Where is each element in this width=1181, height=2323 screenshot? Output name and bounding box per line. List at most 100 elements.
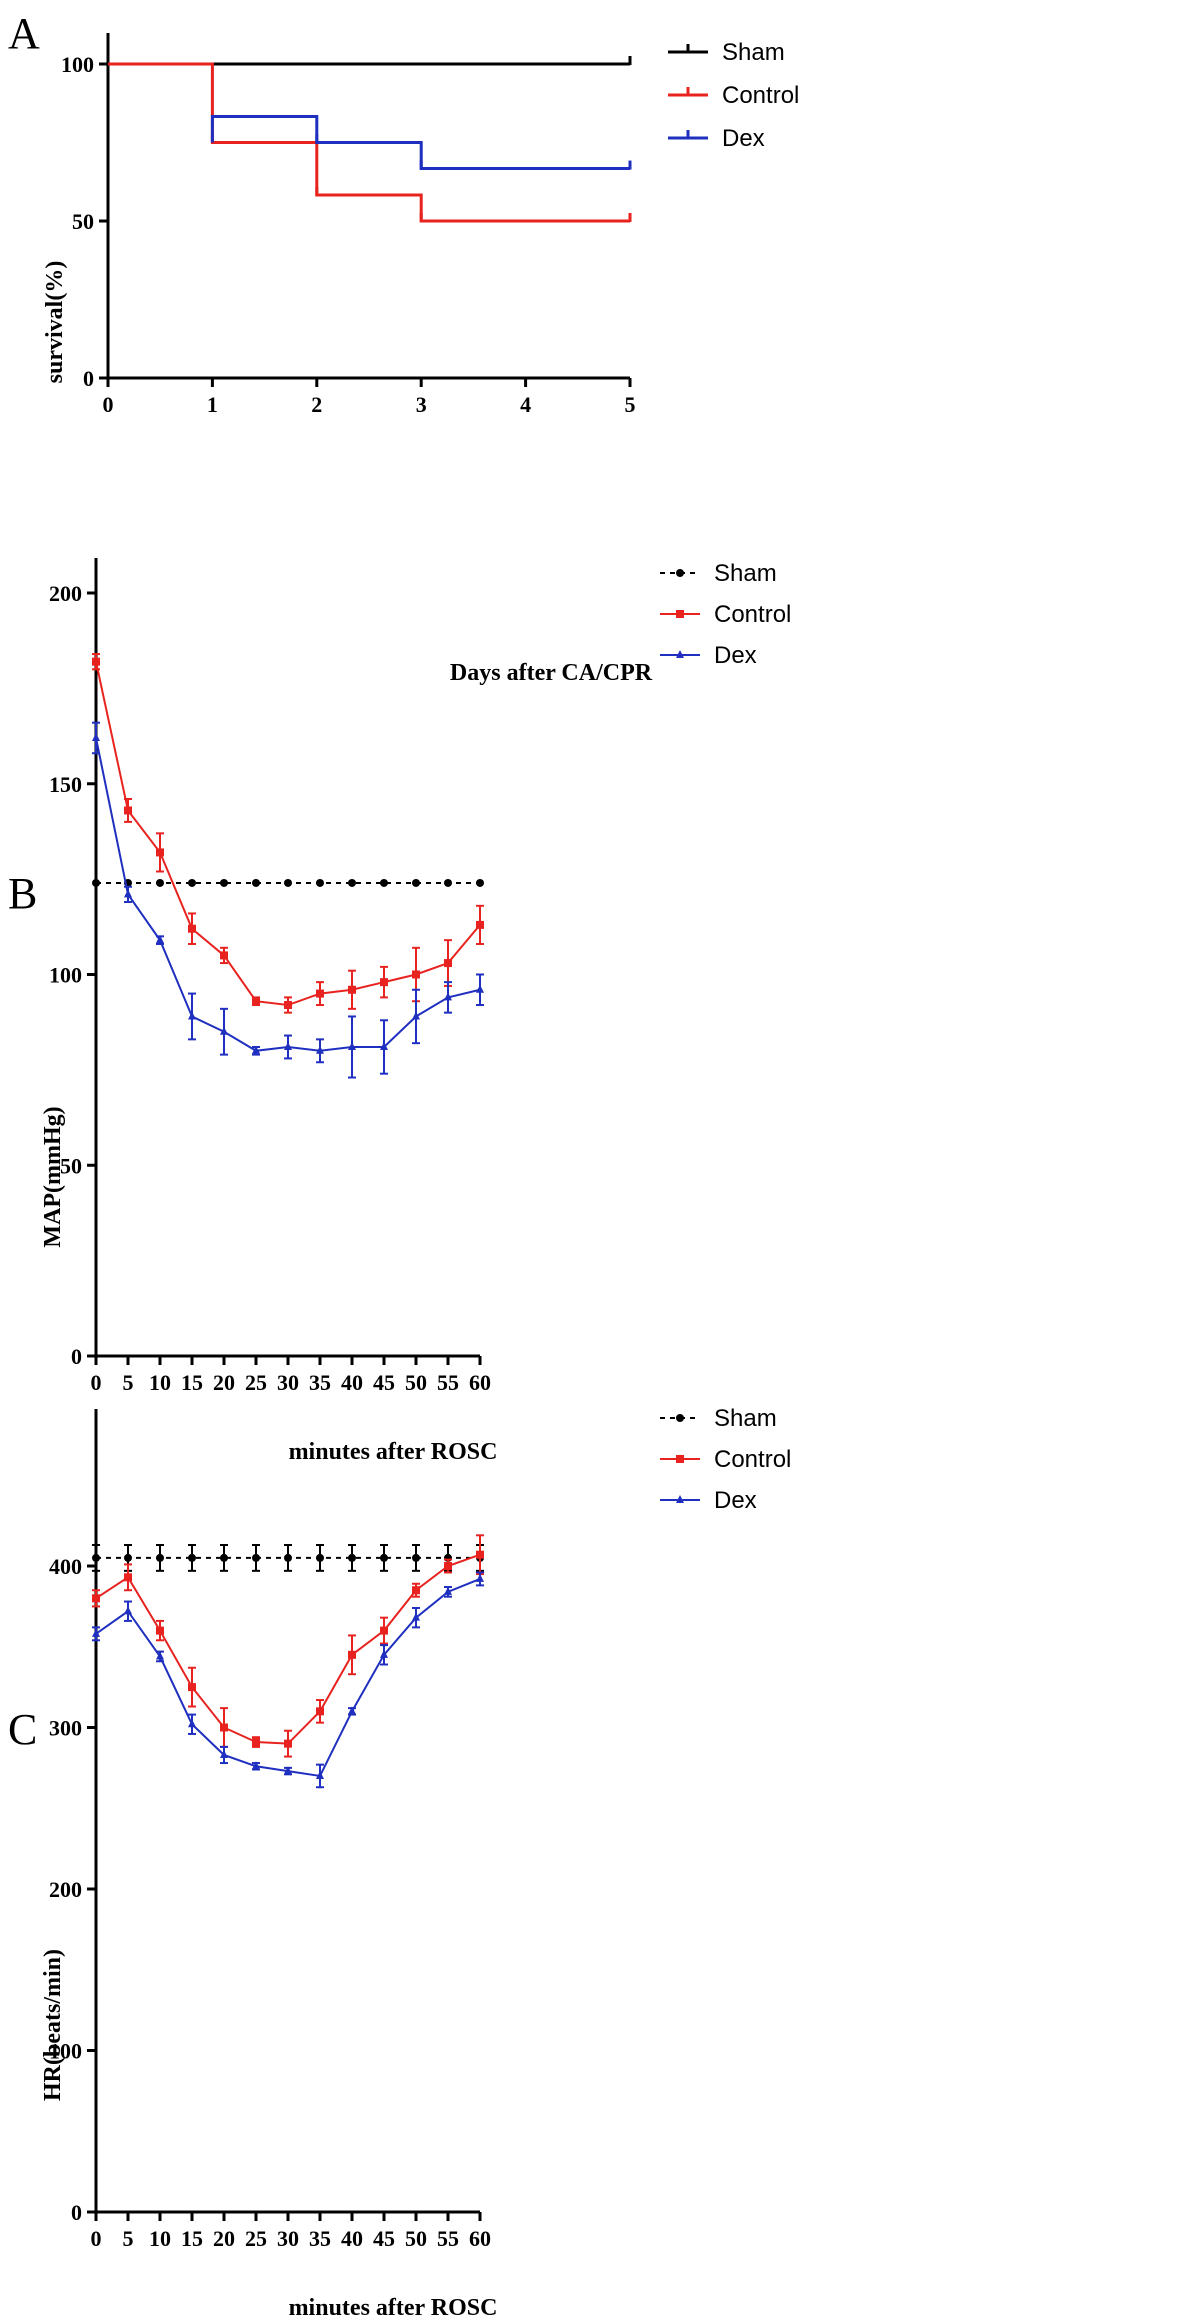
data-point xyxy=(316,878,324,887)
data-point xyxy=(220,1553,228,1562)
data-point xyxy=(316,1707,324,1716)
data-point xyxy=(284,1041,292,1050)
data-point xyxy=(188,1683,196,1692)
y-axis-title: MAP(mmHg) xyxy=(40,1106,66,1247)
data-point xyxy=(412,970,420,979)
data-point xyxy=(380,1626,388,1635)
x-tick-label: 10 xyxy=(149,1370,171,1395)
y-tick-label: 100 xyxy=(49,963,82,988)
data-point xyxy=(156,1553,164,1562)
data-point xyxy=(412,1553,420,1562)
data-point xyxy=(444,959,452,968)
x-tick-label: 0 xyxy=(91,2226,102,2251)
data-point xyxy=(220,1749,228,1758)
data-point xyxy=(676,1495,684,1503)
data-point xyxy=(220,1026,228,1035)
legend-label: Control xyxy=(714,601,791,628)
panel-letter: B xyxy=(8,869,37,918)
data-point xyxy=(220,951,228,960)
data-point xyxy=(348,985,356,994)
data-point xyxy=(380,1041,388,1050)
x-tick-label: 10 xyxy=(149,2226,171,2251)
x-tick-label: 20 xyxy=(213,2226,235,2251)
x-tick-label: 55 xyxy=(437,1370,459,1395)
x-tick-label: 20 xyxy=(213,1370,235,1395)
y-axis-title: HR(beats/min) xyxy=(40,1949,66,2101)
data-point xyxy=(676,1414,684,1422)
data-point xyxy=(124,1573,132,1582)
series-dex xyxy=(92,1571,484,1789)
series-control xyxy=(92,653,484,1014)
legend-label: Dex xyxy=(722,125,765,152)
data-point xyxy=(412,1011,420,1020)
series-sham xyxy=(92,1544,484,1572)
data-point xyxy=(188,924,196,933)
data-point xyxy=(284,1766,292,1775)
data-point xyxy=(252,1761,260,1770)
y-tick-label: 100 xyxy=(61,52,94,77)
data-point xyxy=(316,1770,324,1779)
data-point xyxy=(284,1739,292,1748)
legend: Sham Control Dex xyxy=(660,1405,791,1514)
legend-label: Control xyxy=(714,1446,791,1473)
data-point xyxy=(412,878,420,887)
legend-label: Dex xyxy=(714,1487,757,1514)
data-point xyxy=(92,657,100,666)
data-point xyxy=(220,1723,228,1732)
y-tick-label: 150 xyxy=(49,772,82,797)
data-point xyxy=(252,1553,260,1562)
x-tick-label: 15 xyxy=(181,1370,203,1395)
data-point xyxy=(124,889,132,898)
x-tick-label: 5 xyxy=(123,2226,134,2251)
x-tick-label: 5 xyxy=(625,392,636,417)
data-point xyxy=(92,1553,100,1562)
data-point xyxy=(676,610,684,618)
legend-label: Sham xyxy=(714,560,777,587)
data-point xyxy=(444,1562,452,1570)
series-line xyxy=(95,1553,481,1745)
data-point xyxy=(444,1586,452,1595)
x-tick-label: 55 xyxy=(437,2226,459,2251)
data-point xyxy=(380,1553,388,1562)
data-point xyxy=(476,1550,484,1559)
data-point xyxy=(284,1001,292,1010)
x-tick-label: 45 xyxy=(373,2226,395,2251)
data-point xyxy=(284,878,292,887)
panel-letter: A xyxy=(8,9,40,58)
y-tick-label: 50 xyxy=(72,209,94,234)
x-tick-label: 5 xyxy=(123,1370,134,1395)
data-point xyxy=(316,989,324,998)
series-dex xyxy=(210,114,632,171)
x-tick-label: 15 xyxy=(181,2226,203,2251)
data-point xyxy=(380,1649,388,1658)
data-point xyxy=(124,1606,132,1615)
data-point xyxy=(188,1553,196,1562)
data-point xyxy=(188,1719,196,1728)
x-tick-label: 2 xyxy=(311,392,322,417)
data-point xyxy=(188,878,196,887)
data-point xyxy=(444,878,452,887)
legend-label: Control xyxy=(722,82,799,109)
x-axis-title: minutes after ROSC xyxy=(289,1439,498,1465)
x-tick-label: 45 xyxy=(373,1370,395,1395)
data-point xyxy=(124,806,132,815)
y-tick-label: 0 xyxy=(83,366,94,391)
data-point xyxy=(252,997,260,1006)
data-point xyxy=(476,878,484,887)
y-tick-label: 300 xyxy=(49,1716,82,1741)
x-tick-label: 30 xyxy=(277,2226,299,2251)
y-tick-label: 0 xyxy=(71,2200,82,2225)
data-point xyxy=(412,1612,420,1621)
data-point xyxy=(156,1626,164,1635)
legend-label: Sham xyxy=(722,39,785,66)
data-point xyxy=(156,878,164,887)
data-point xyxy=(252,1738,260,1747)
y-tick-label: 200 xyxy=(49,581,82,606)
data-point xyxy=(188,1011,196,1020)
data-point xyxy=(348,1650,356,1659)
legend: Sham Control Dex xyxy=(660,560,791,669)
data-point xyxy=(316,1553,324,1562)
y-tick-label: 200 xyxy=(49,1877,82,1902)
data-point xyxy=(676,650,684,658)
